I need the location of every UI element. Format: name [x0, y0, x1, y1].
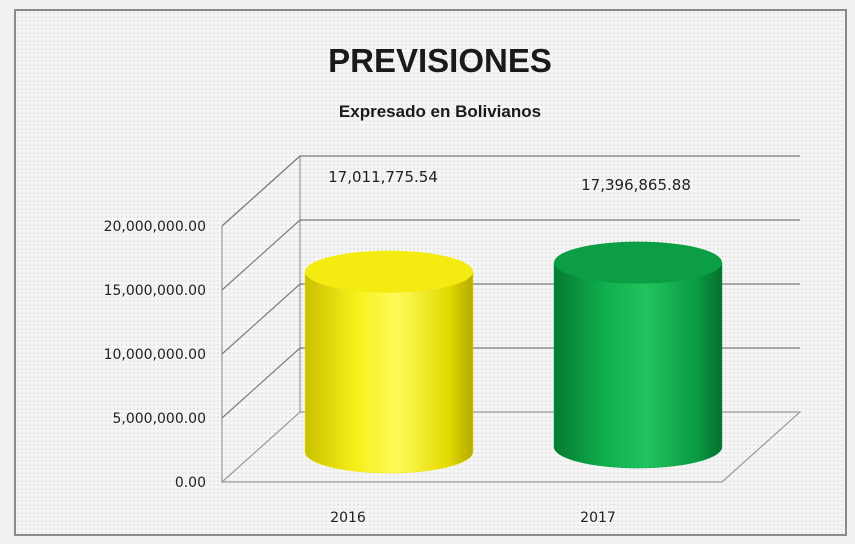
bar-2016 — [304, 250, 474, 474]
y-tick-label: 20,000,000.00 — [104, 219, 206, 235]
y-tick-label: 5,000,000.00 — [112, 411, 206, 427]
data-label-2016: 17,011,775.54 — [328, 168, 438, 186]
y-tick-label: 0.00 — [175, 475, 206, 491]
chart-title: PREVISIONES — [328, 42, 552, 79]
x-axis-ticks: 2016 2017 — [330, 510, 616, 526]
y-tick-label: 10,000,000.00 — [104, 347, 206, 363]
chart-subtitle: Expresado en Bolivianos — [339, 102, 541, 121]
data-label-2017: 17,396,865.88 — [581, 176, 691, 194]
y-tick-label: 15,000,000.00 — [104, 283, 206, 299]
x-tick-label: 2016 — [330, 510, 366, 526]
data-labels: 17,011,775.54 17,396,865.88 — [328, 168, 691, 194]
bar-2017 — [553, 241, 723, 469]
x-tick-label: 2017 — [580, 510, 616, 526]
bars — [304, 241, 723, 474]
gridline — [221, 219, 800, 291]
gridline — [221, 155, 800, 227]
y-axis-ticks: 0.00 5,000,000.00 10,000,000.00 15,000,000.… — [104, 219, 206, 491]
